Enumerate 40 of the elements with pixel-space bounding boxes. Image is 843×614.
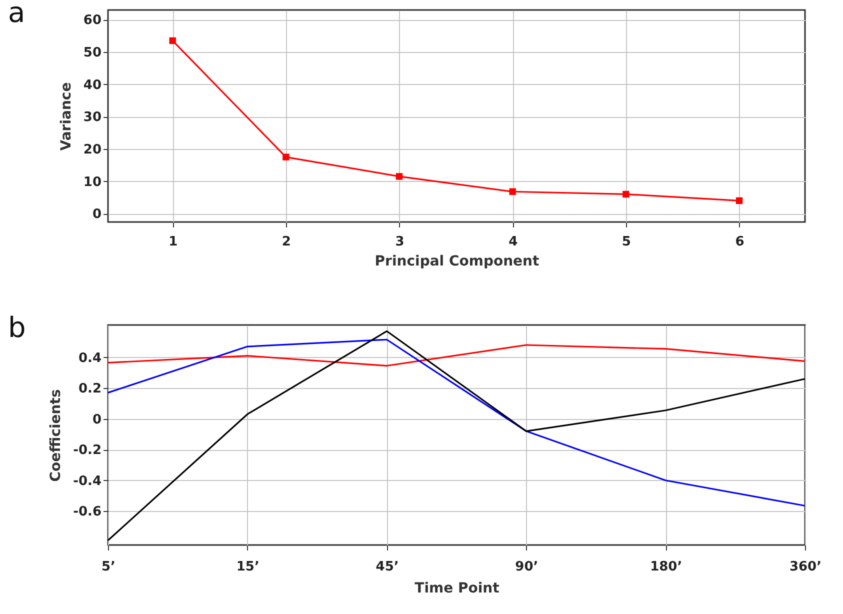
point (736, 197, 743, 204)
point (396, 173, 403, 180)
chart-title: a (8, 0, 26, 29)
y-tick-label: 10 (83, 174, 102, 190)
point (169, 37, 176, 44)
x-axis-title: Principal Component (374, 254, 540, 270)
x-tick-label: 5’ (102, 560, 116, 574)
y-tick-label: 50 (83, 46, 102, 61)
y-tick-label: 0 (92, 412, 102, 428)
x-tick-label: 1 (168, 234, 178, 250)
y-tick-label: 0 (92, 207, 102, 222)
y-tick-label: 60 (83, 13, 102, 28)
point (282, 154, 290, 160)
y-tick-label: 20 (83, 142, 102, 158)
x-tick-label: 360’ (789, 560, 822, 574)
point (509, 188, 516, 195)
y-axis-title: Variance (58, 82, 74, 151)
x-tick-label: 5 (622, 234, 631, 250)
y-axis-title: Coefficients (48, 389, 64, 482)
y-tick-label: -0.6 (73, 504, 102, 520)
x-tick-label: 3 (395, 234, 404, 250)
x-tick-label: 45’ (376, 560, 399, 574)
chart-title: b (8, 311, 26, 344)
x-tick-label: 15’ (236, 560, 260, 574)
x-tick-label: 4 (508, 234, 518, 250)
line-series (107, 338, 806, 507)
line-series (107, 330, 806, 542)
y-tick-label: 40 (83, 78, 102, 93)
x-axis-title: Time Point (414, 580, 500, 596)
y-tick-label: 30 (83, 110, 102, 126)
y-tick-label: -0.2 (73, 443, 102, 458)
line-series (107, 344, 806, 367)
y-tick-label: 0.2 (78, 382, 102, 397)
point (622, 190, 630, 198)
x-tick-label: 2 (282, 234, 291, 250)
x-tick-label: 180’ (650, 560, 682, 574)
x-tick-label: 6 (735, 234, 744, 250)
y-tick-label: -0.4 (73, 474, 102, 489)
y-tick-label: 0.4 (78, 350, 102, 366)
x-tick-label: 90’ (515, 560, 538, 574)
